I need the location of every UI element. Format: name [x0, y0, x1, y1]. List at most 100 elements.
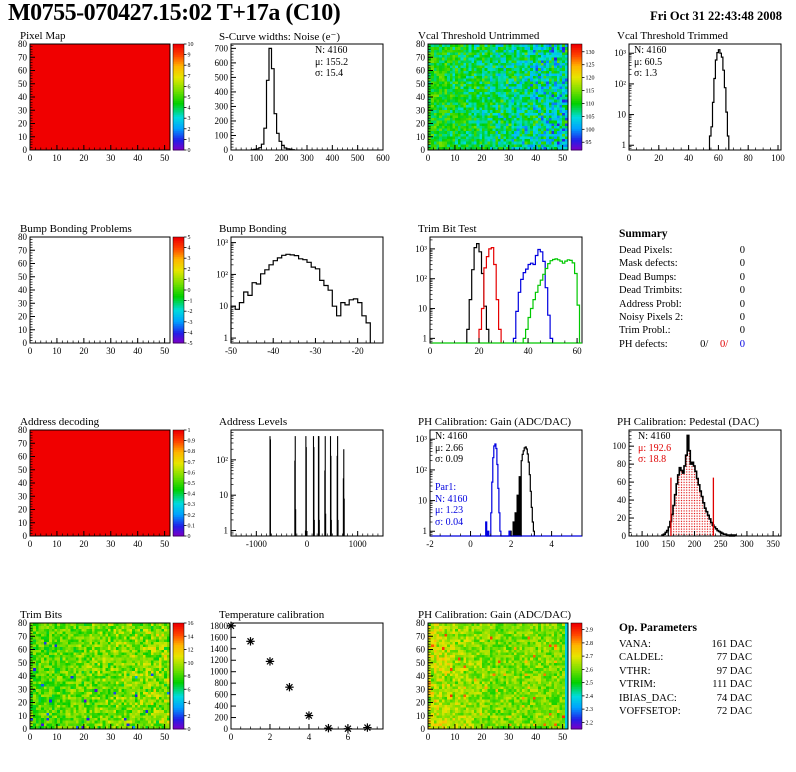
- plot-title: PH Calibration: Gain (ADC/DAC): [418, 609, 572, 621]
- panel-ph-gain-map: 0 10 20 30 40 50 0 10 20 30 40 50 60 70 80 2.9 2.8 2.7 2.6…: [398, 609, 597, 771]
- row-value: 0: [739, 258, 745, 270]
- row-value: 97 DAC: [716, 665, 752, 677]
- svg-text:10: 10: [18, 325, 28, 335]
- svg-text:10: 10: [416, 132, 426, 142]
- summary-row: Trim Probl.: 0: [619, 324, 745, 337]
- svg-text:80: 80: [18, 618, 28, 628]
- svg-text:60: 60: [573, 346, 583, 356]
- svg-text:10: 10: [450, 732, 460, 742]
- svg-text:100: 100: [586, 127, 595, 133]
- plot-title: Vcal Threshold Trimmed: [617, 30, 729, 42]
- svg-text:200: 200: [688, 539, 702, 549]
- timestamp: Fri Oct 31 22:43:48 2008: [650, 9, 782, 23]
- svg-text:20: 20: [617, 513, 627, 523]
- stat-line: μ: 155.2: [315, 56, 349, 68]
- row-label: CALDEL:: [619, 652, 664, 664]
- panel-pixel-map: 0 10 20 30 40 50 0 10 20 30 40 50 60 70 80 10 9 8 7 6 5 4 3 2 1 0…: [0, 30, 199, 192]
- svg-text:70: 70: [18, 631, 28, 641]
- stat-line: N: 4160: [638, 431, 671, 442]
- svg-text:80: 80: [744, 153, 754, 163]
- svg-text:30: 30: [106, 153, 116, 163]
- row-label: VOFFSETOP:: [619, 706, 681, 718]
- row-label: VTRIM:: [619, 679, 656, 691]
- svg-text:10: 10: [418, 304, 428, 314]
- stat-line: N: 4160: [315, 45, 348, 56]
- stats-box: N: 4160 μ: 2.66 σ: 0.09: [435, 431, 468, 466]
- svg-text:0.2: 0.2: [188, 513, 196, 519]
- svg-text:0: 0: [188, 727, 191, 733]
- row-value: 77 DAC: [716, 652, 752, 664]
- svg-text:9: 9: [188, 53, 191, 59]
- svg-text:30: 30: [106, 539, 116, 549]
- svg-text:50: 50: [18, 465, 28, 475]
- svg-text:0: 0: [622, 531, 627, 541]
- svg-text:0.7: 0.7: [188, 460, 196, 466]
- stat-line: σ: 0.04: [435, 516, 464, 528]
- plot-title: Temperature calibration: [219, 609, 325, 621]
- svg-text:10: 10: [418, 496, 428, 506]
- svg-text:4: 4: [307, 732, 312, 742]
- svg-text:-1: -1: [188, 299, 193, 305]
- svg-text:40: 40: [524, 346, 534, 356]
- svg-text:1400: 1400: [210, 644, 229, 654]
- svg-text:4: 4: [188, 106, 191, 112]
- svg-text:10: 10: [18, 711, 28, 721]
- svg-text:0: 0: [23, 724, 28, 734]
- svg-text:70: 70: [416, 52, 426, 62]
- op-param-row: VANA: 161 DAC: [619, 638, 752, 651]
- bump-bonding-plot: -50 -40 -30 -20 1 10 10² 10³: [216, 236, 384, 356]
- row-value: 0: [739, 271, 745, 283]
- svg-text:0: 0: [28, 539, 33, 549]
- svg-text:40: 40: [617, 495, 627, 505]
- stat-line: μ: 192.6: [638, 442, 672, 454]
- svg-text:2: 2: [188, 714, 191, 720]
- stat-line: σ: 1.3: [634, 68, 658, 79]
- svg-text:2: 2: [188, 127, 191, 133]
- svg-text:10³: 10³: [415, 244, 427, 254]
- stat-line: μ: 2.66: [435, 442, 464, 454]
- svg-text:50: 50: [18, 658, 28, 668]
- ph-defects-a: 0/: [700, 338, 709, 350]
- svg-text:0.8: 0.8: [188, 449, 196, 455]
- svg-text:10²: 10²: [216, 269, 228, 279]
- svg-text:700: 700: [215, 43, 229, 53]
- panel-trimbit-test: 0 20 40 60 1 10 10² 10³ Trim Bit Test: [398, 223, 597, 385]
- svg-text:30: 30: [18, 684, 28, 694]
- svg-text:40: 40: [18, 285, 28, 295]
- svg-text:10: 10: [18, 518, 28, 528]
- svg-text:20: 20: [18, 505, 28, 515]
- svg-text:7: 7: [188, 74, 191, 80]
- svg-text:60: 60: [18, 259, 28, 269]
- svg-text:40: 40: [18, 671, 28, 681]
- svg-text:300: 300: [740, 539, 754, 549]
- svg-text:12: 12: [188, 648, 194, 654]
- svg-text:6: 6: [188, 687, 191, 693]
- row-label: Trim Probl.:: [619, 325, 671, 337]
- svg-text:350: 350: [766, 539, 780, 549]
- svg-text:2: 2: [509, 539, 514, 549]
- trimbit-test-plot: 0 20 40 60 1 10 10² 10³: [415, 236, 583, 356]
- ph-defects-values: 0/ 0/ 0: [691, 338, 745, 351]
- svg-text:110: 110: [586, 101, 595, 107]
- plot-title: Trim Bits: [20, 609, 63, 621]
- svg-text:250: 250: [714, 539, 728, 549]
- svg-text:30: 30: [106, 732, 116, 742]
- panel-address-decoding: 0 10 20 30 40 50 0 10 20 30 40 50 60 70 80 1 0.9 0.8 0.7 0.…: [0, 416, 199, 578]
- svg-text:1200: 1200: [210, 655, 229, 665]
- svg-text:0: 0: [23, 145, 28, 155]
- svg-text:2.6: 2.6: [586, 667, 594, 673]
- svg-text:600: 600: [376, 153, 390, 163]
- svg-text:2.9: 2.9: [586, 628, 594, 634]
- svg-text:1600: 1600: [210, 632, 229, 642]
- plot-title: Address Levels: [219, 416, 288, 428]
- op-param-row: VOFFSETOP: 72 DAC: [619, 705, 752, 718]
- stats-box: N: 4160 μ: 155.2 σ: 15.4: [315, 45, 348, 80]
- svg-text:105: 105: [586, 114, 595, 120]
- stat-line: μ: 1.23: [435, 505, 464, 516]
- svg-text:0: 0: [28, 732, 33, 742]
- op-param-row: VTRIM: 111 DAC: [619, 678, 752, 691]
- svg-text:150: 150: [662, 539, 676, 549]
- plot-title: Bump Bonding: [219, 223, 287, 235]
- svg-text:20: 20: [475, 346, 485, 356]
- svg-text:500: 500: [215, 72, 229, 82]
